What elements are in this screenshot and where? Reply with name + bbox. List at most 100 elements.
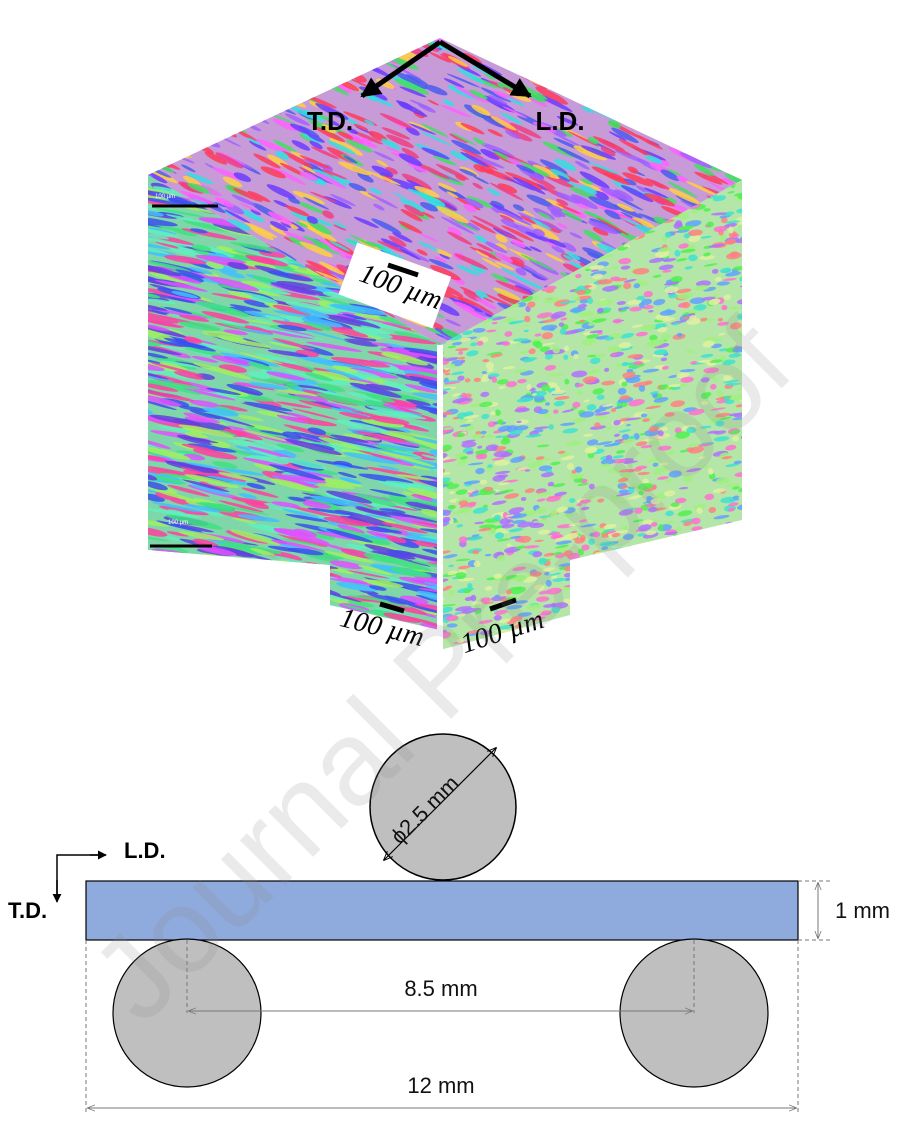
grain [743, 609, 749, 616]
grain [253, 627, 311, 645]
grain [221, 595, 264, 609]
grain [285, 608, 319, 618]
grain [678, 607, 695, 613]
grain [710, 66, 729, 78]
grain [271, 616, 322, 629]
grain [705, 123, 723, 136]
grain [577, 636, 587, 640]
grain [579, 634, 586, 640]
grain [264, 584, 324, 601]
grain [176, 605, 223, 621]
grain [353, 63, 366, 71]
grain [595, 65, 615, 77]
grain [247, 24, 280, 44]
grain [280, 93, 294, 102]
grain [713, 642, 725, 647]
axis-label: T.D. [8, 898, 47, 923]
grain [709, 622, 714, 627]
grain [651, 628, 659, 636]
grain [692, 139, 709, 149]
grain [723, 58, 751, 75]
grain [222, 630, 280, 649]
grain [732, 167, 744, 175]
grain [732, 522, 743, 528]
grain [718, 569, 730, 574]
grain [742, 638, 749, 644]
grain [204, 583, 246, 596]
grain [742, 635, 751, 642]
grain [715, 594, 726, 602]
grain [393, 23, 417, 37]
grain [740, 533, 750, 538]
grain [237, 575, 270, 587]
grain [634, 24, 666, 43]
grain [154, 613, 200, 627]
grain [231, 103, 267, 122]
grain [579, 655, 594, 659]
grain [164, 124, 196, 143]
grain [182, 617, 220, 630]
grain [708, 125, 727, 136]
grain [232, 590, 275, 603]
grain [601, 625, 606, 630]
axis-label: T.D. [307, 106, 353, 136]
grain [185, 29, 211, 46]
grain [179, 594, 217, 604]
grain [645, 587, 661, 592]
grain [578, 70, 611, 89]
grain [204, 65, 228, 77]
grain [663, 67, 688, 83]
grain [665, 108, 700, 126]
grain [356, 23, 383, 38]
grain [654, 67, 684, 85]
grain [689, 548, 700, 554]
grain [697, 645, 705, 652]
grain [611, 602, 621, 608]
grain [170, 35, 193, 49]
grain [604, 623, 611, 628]
grain [676, 562, 687, 569]
grain [628, 65, 653, 80]
grain [727, 644, 744, 651]
grain [622, 89, 657, 108]
grain [166, 53, 187, 66]
grain [207, 91, 239, 107]
grain [550, 58, 574, 70]
grain [164, 586, 186, 594]
grain [236, 70, 260, 86]
grain [624, 82, 639, 93]
grain [647, 69, 662, 79]
grain [211, 122, 238, 140]
grain [180, 62, 217, 82]
grain [720, 119, 752, 139]
grain [224, 561, 254, 572]
grain [596, 22, 632, 40]
grain [495, 43, 529, 63]
grain [242, 623, 281, 636]
grain [740, 198, 755, 207]
grain [206, 33, 228, 49]
grain [164, 603, 194, 612]
grain [591, 53, 616, 66]
grain [250, 29, 265, 37]
grain [671, 609, 679, 617]
grain [269, 564, 318, 582]
grain [194, 74, 228, 94]
grain [179, 589, 217, 602]
grain [286, 620, 327, 634]
grain [716, 145, 741, 159]
grain [667, 628, 679, 635]
grain [705, 44, 723, 54]
grain [735, 48, 758, 60]
grain [594, 632, 605, 637]
grain [716, 639, 726, 646]
grain [151, 77, 167, 90]
grain [234, 49, 253, 62]
grain [731, 132, 747, 142]
grain [163, 110, 190, 125]
grain [738, 622, 751, 630]
grain [271, 66, 305, 82]
grain [294, 24, 327, 44]
grain [628, 629, 644, 634]
grain [629, 615, 637, 622]
